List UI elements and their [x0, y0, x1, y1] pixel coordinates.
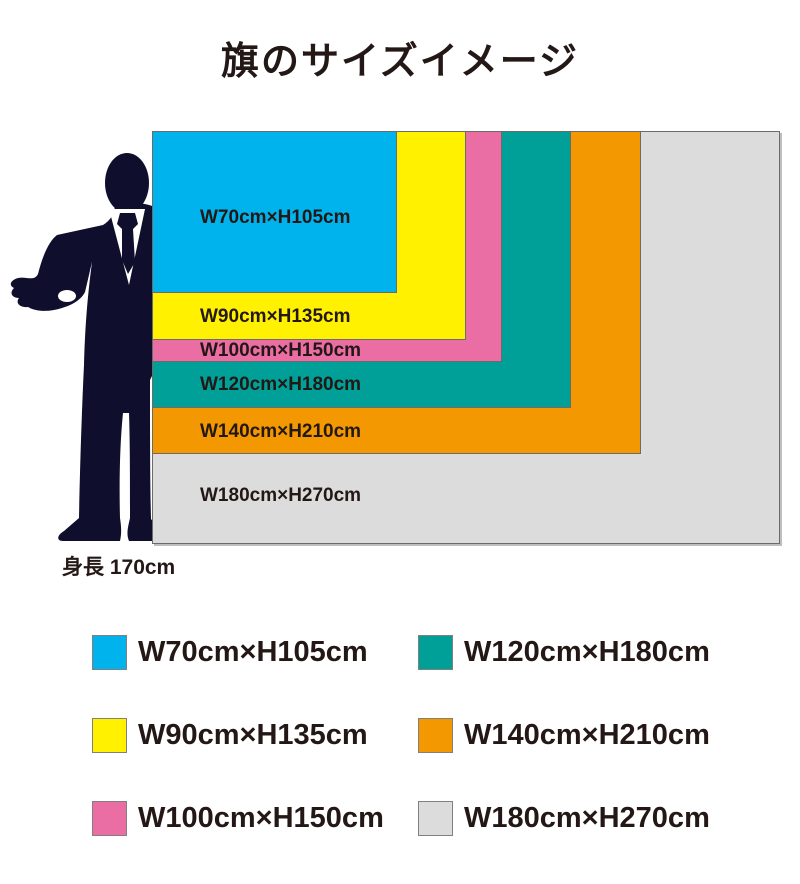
legend-swatch-w180 — [418, 801, 453, 836]
page-title: 旗のサイズイメージ — [220, 41, 580, 83]
legend-swatch-w90 — [92, 718, 127, 753]
legend-label: W90cm×H135cm — [138, 719, 368, 751]
person-hand-opening — [58, 290, 76, 302]
legend-item-w180: W180cm×H270cm — [418, 801, 710, 836]
legend-label: W120cm×H180cm — [464, 636, 710, 668]
flag-size-label-w90: W90cm×H135cm — [200, 306, 351, 327]
flag-rect-w70xh105 — [152, 131, 397, 293]
person-height-label: 身長 170cm — [62, 556, 176, 579]
legend-swatch-w120 — [418, 635, 453, 670]
legend-item-w140: W140cm×H210cm — [418, 718, 710, 753]
legend-label: W180cm×H270cm — [464, 802, 710, 834]
flag-size-label-w180: W180cm×H270cm — [200, 485, 362, 506]
person-silhouette — [10, 153, 170, 541]
legend-swatch-w140 — [418, 718, 453, 753]
size-comparison-diagram: W70cm×H105cm W90cm×H135cm W100cm×H150cm … — [10, 131, 780, 579]
legend-item-w70: W70cm×H105cm — [92, 635, 368, 670]
legend-item-w100: W100cm×H150cm — [92, 801, 384, 836]
legend-item-w120: W120cm×H180cm — [418, 635, 710, 670]
legend-item-w90: W90cm×H135cm — [92, 718, 368, 753]
flag-size-label-w120: W120cm×H180cm — [200, 374, 362, 395]
legend-swatch-w100 — [92, 801, 127, 836]
legend-swatch-w70 — [92, 635, 127, 670]
legend-label: W70cm×H105cm — [138, 636, 368, 668]
person-head — [105, 153, 149, 213]
flag-size-label-w70: W70cm×H105cm — [200, 207, 351, 228]
legend-label: W140cm×H210cm — [464, 719, 710, 751]
flag-size-label-w100: W100cm×H150cm — [200, 340, 362, 361]
legend-label: W100cm×H150cm — [138, 802, 384, 834]
person-tie — [117, 213, 138, 274]
flag-size-label-w140: W140cm×H210cm — [200, 421, 362, 442]
person-body — [57, 202, 170, 541]
